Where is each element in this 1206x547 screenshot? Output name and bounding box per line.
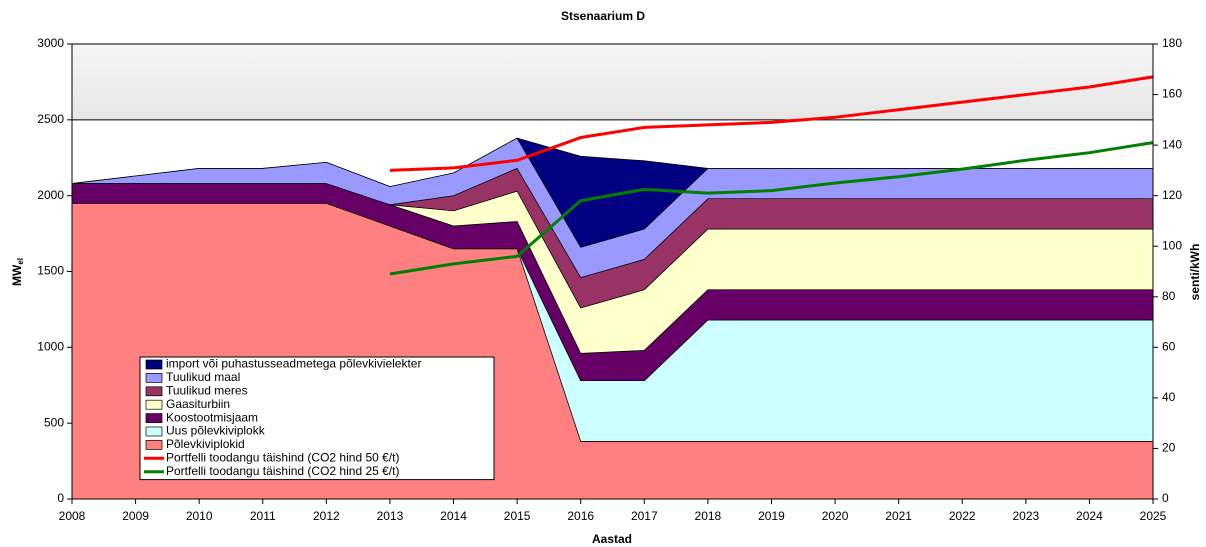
y-tick-label: 500: [44, 415, 64, 429]
x-tick-label: 2025: [1140, 509, 1167, 523]
legend-label: Koostootmisjaam: [166, 410, 258, 424]
y2-tick-label: 160: [1162, 87, 1182, 101]
x-tick-label: 2020: [822, 509, 849, 523]
x-tick-label: 2014: [440, 509, 467, 523]
y2-tick-label: 120: [1162, 188, 1182, 202]
x-tick-label: 2018: [695, 509, 722, 523]
y-tick-label: 1500: [37, 264, 64, 278]
y2-tick-label: 40: [1162, 390, 1176, 404]
chart-title: Stsenaarium D: [561, 9, 645, 23]
x-tick-label: 2012: [313, 509, 340, 523]
line: [389, 75, 1154, 172]
legend-label: Tuulikud maal: [166, 370, 240, 384]
x-tick-label: 2008: [59, 509, 86, 523]
legend-label: Gaasiturbiin: [166, 397, 230, 411]
y-tick-label: 0: [57, 491, 64, 505]
line: [389, 141, 1154, 276]
y2-axis-label: senti/kWh: [1188, 244, 1202, 301]
x-tick-label: 2010: [186, 509, 213, 523]
x-tick-label: 2013: [377, 509, 404, 523]
x-tick-label: 2022: [949, 509, 976, 523]
legend-swatch: [145, 386, 163, 397]
legend-label: Põlevkiviplokid: [166, 437, 245, 451]
y-axis-label-sub: el: [16, 258, 25, 265]
legend-label: Portfelli toodangu täishind (CO2 hind 50…: [166, 450, 399, 464]
x-tick-label: 2021: [885, 509, 912, 523]
legend-swatch: [145, 359, 163, 370]
legend-label: Uus põlevkiviplokk: [166, 424, 266, 438]
y-axis-label: MWel: [10, 258, 25, 286]
legend-swatch: [145, 373, 163, 383]
y-tick-label: 2000: [37, 188, 64, 202]
x-tick-label: 2016: [567, 509, 594, 523]
x-tick-label: 2015: [504, 509, 531, 523]
y2-tick-label: 80: [1162, 289, 1176, 303]
y-tick-label: 3000: [37, 36, 64, 50]
y2-tick-label: 0: [1162, 491, 1169, 505]
y-tick-label: 1000: [37, 340, 64, 354]
y-axis-label-main: MW: [10, 264, 24, 286]
y2-tick-label: 180: [1162, 36, 1182, 50]
y-tick-label: 2500: [37, 112, 64, 126]
legend-swatch: [145, 399, 163, 410]
x-tick-label: 2019: [758, 509, 785, 523]
y2-tick-label: 20: [1162, 441, 1176, 455]
legend: import või puhastusseadmetega põlevkivie…: [139, 356, 495, 481]
y2-tick-label: 60: [1162, 340, 1176, 354]
x-tick-label: 2017: [631, 509, 658, 523]
x-tick-label: 2011: [250, 509, 276, 523]
legend-label: Tuulikud meres: [166, 383, 248, 397]
y2-tick-label: 140: [1162, 137, 1182, 151]
legend-swatch: [145, 413, 163, 423]
x-tick-label: 2024: [1076, 509, 1103, 523]
x-axis-label: Aastad: [592, 532, 632, 546]
x-tick-label: 2009: [122, 509, 149, 523]
legend-swatch: [145, 440, 163, 450]
legend-label: Portfelli toodangu täishind (CO2 hind 25…: [166, 464, 399, 478]
legend-swatch: [145, 426, 163, 437]
y2-tick-label: 100: [1162, 238, 1182, 252]
legend-label: import või puhastusseadmetega põlevkivie…: [166, 357, 421, 371]
legend-box: [139, 356, 495, 481]
x-tick-label: 2023: [1012, 509, 1039, 523]
reference-band: [72, 44, 1153, 120]
